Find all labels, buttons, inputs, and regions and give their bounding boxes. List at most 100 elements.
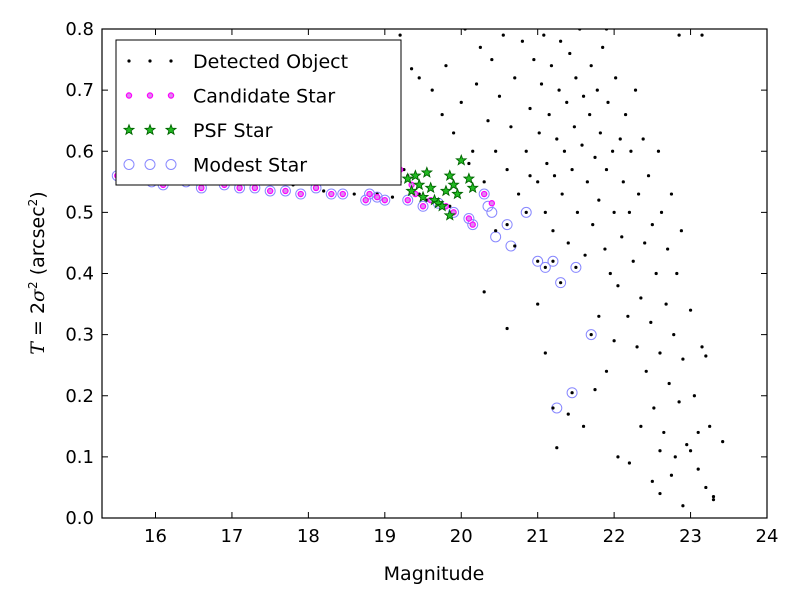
y-tick-label: 0.0 (65, 508, 94, 529)
data-point (505, 167, 509, 172)
data-point (366, 190, 373, 198)
data-point (588, 112, 592, 117)
svg-text:T = 2σ2 (arcsec2): T = 2σ2 (arcsec2) (26, 191, 49, 354)
data-point (688, 308, 693, 312)
y-tick-label: 0.1 (65, 447, 94, 468)
data-point (513, 76, 517, 80)
data-point (251, 184, 259, 192)
legend-marker (165, 159, 177, 170)
data-point (312, 184, 320, 192)
data-point (520, 39, 525, 43)
data-point (505, 326, 509, 331)
data-point (513, 244, 517, 248)
data-point (266, 187, 274, 195)
data-point (658, 351, 662, 355)
x-tick-label: 23 (679, 526, 702, 547)
data-point (658, 491, 662, 496)
data-point (692, 394, 696, 398)
data-point (551, 406, 555, 410)
data-point (696, 430, 700, 435)
y-tick-label: 0.2 (65, 386, 94, 407)
x-tick-label: 20 (450, 526, 473, 547)
data-point (700, 345, 704, 349)
data-point (543, 210, 547, 214)
y-tick-label: 0.7 (65, 80, 94, 101)
data-point (401, 172, 414, 184)
data-point (443, 169, 456, 181)
data-point (532, 57, 536, 62)
data-point (420, 166, 434, 178)
x-tick-label: 21 (526, 526, 549, 547)
legend-marker (146, 92, 154, 99)
data-point (371, 191, 383, 203)
data-point (404, 196, 411, 204)
data-point (685, 443, 689, 447)
data-point (486, 119, 490, 123)
data-point (566, 387, 578, 399)
data-point (585, 329, 597, 341)
data-point (520, 206, 532, 218)
data-point (490, 57, 494, 62)
legend-label: Candidate Star (193, 86, 335, 108)
data-point (616, 455, 620, 459)
data-point (469, 221, 476, 228)
series-detected-object (115, 29, 725, 508)
legend-label: PSF Star (193, 120, 273, 142)
data-point (405, 184, 418, 197)
data-point (360, 194, 372, 206)
x-tick-label: 18 (297, 526, 320, 547)
data-point (570, 391, 574, 395)
data-point (562, 149, 567, 153)
data-point (528, 106, 532, 111)
data-point (635, 345, 639, 349)
data-point (570, 261, 582, 273)
data-point (593, 388, 597, 392)
data-point (618, 137, 622, 141)
data-point (606, 100, 610, 104)
data-point (597, 314, 601, 318)
legend-marker (125, 92, 133, 99)
data-point (633, 88, 638, 92)
data-point (478, 188, 490, 200)
data-point (551, 259, 555, 263)
data-point (568, 51, 572, 56)
data-point (279, 185, 291, 197)
data-point (505, 223, 509, 227)
data-point (494, 229, 498, 233)
data-point (585, 180, 589, 184)
data-point (575, 210, 580, 214)
legend-marker (164, 123, 178, 136)
data-point (444, 64, 448, 68)
data-point (325, 188, 337, 200)
data-point (696, 467, 700, 471)
data-point (482, 290, 486, 294)
data-point (539, 261, 551, 273)
data-point (501, 219, 513, 231)
legend: Detected Object Candidate Star PSF Star Mod… (115, 39, 402, 186)
data-point (641, 137, 645, 141)
data-point (636, 192, 641, 196)
y-axis-label: T = 2σ2 (arcsec2) (26, 191, 49, 354)
data-point (337, 188, 349, 200)
data-point (679, 229, 683, 233)
data-point (551, 229, 555, 233)
data-point (667, 381, 671, 386)
data-point (639, 424, 643, 428)
data-point (471, 149, 475, 153)
legend-box (115, 39, 402, 186)
y-tick-label: 0.5 (65, 202, 94, 223)
data-point (439, 184, 453, 197)
data-point (677, 33, 681, 37)
data-point (282, 187, 289, 195)
data-point (681, 357, 685, 361)
x-tick-label: 19 (373, 526, 396, 547)
data-point (597, 198, 601, 202)
x-axis-label: Magnitude (384, 563, 485, 585)
legend-entry: Detected Object (127, 51, 348, 73)
legend-entry: Candidate Star (125, 86, 335, 108)
data-point (711, 498, 716, 502)
legend-marker (148, 59, 152, 63)
data-point (542, 33, 546, 37)
data-point (654, 271, 658, 276)
data-point (557, 88, 561, 92)
